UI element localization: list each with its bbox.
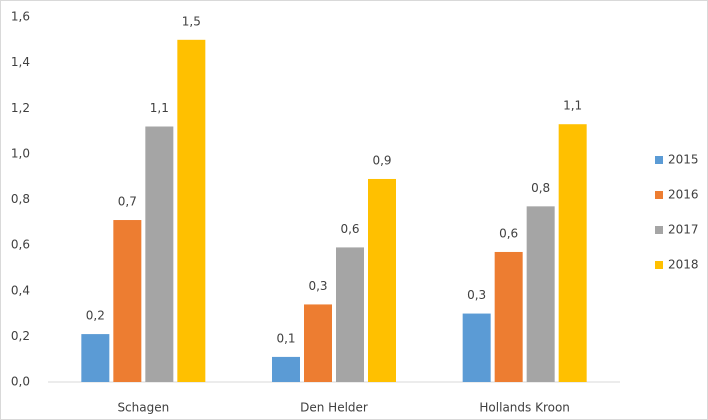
bar xyxy=(177,39,206,382)
bar xyxy=(336,247,364,382)
x-tick-label: Den Helder xyxy=(300,401,368,415)
data-label: 1,1 xyxy=(563,99,582,113)
y-tick-label: 1,2 xyxy=(11,101,30,115)
legend-swatch xyxy=(655,226,663,234)
legend-swatch xyxy=(655,156,663,164)
x-tick-label: Schagen xyxy=(117,401,169,415)
data-label: 0,8 xyxy=(531,181,550,195)
bar xyxy=(368,178,396,382)
y-tick-label: 0,0 xyxy=(11,375,30,389)
y-tick-label: 1,0 xyxy=(11,146,30,160)
bar xyxy=(145,126,174,382)
bar xyxy=(526,206,555,382)
data-label: 0,7 xyxy=(118,195,137,209)
bar xyxy=(304,304,332,382)
y-tick-label: 0,2 xyxy=(11,329,30,343)
data-label: 0,6 xyxy=(340,222,359,236)
legend-label: 2015 xyxy=(668,153,699,167)
legend-swatch xyxy=(655,261,663,269)
y-tick-label: 1,4 xyxy=(11,55,30,69)
data-label: 0,3 xyxy=(467,288,486,302)
legend-label: 2016 xyxy=(668,188,699,202)
data-label: 0,6 xyxy=(499,226,518,240)
data-label: 1,1 xyxy=(150,101,169,115)
bar xyxy=(558,124,587,382)
bar xyxy=(462,313,491,382)
data-label: 0,2 xyxy=(86,309,105,323)
bar xyxy=(494,251,523,382)
bar xyxy=(272,356,300,382)
data-label: 0,1 xyxy=(276,331,295,345)
legend-label: 2017 xyxy=(668,223,699,237)
bar xyxy=(81,334,110,382)
x-tick-label: Hollands Kroon xyxy=(479,401,570,415)
y-tick-label: 0,8 xyxy=(11,192,30,206)
data-label: 1,5 xyxy=(182,14,201,28)
y-tick-label: 1,6 xyxy=(11,10,30,24)
data-label: 0,9 xyxy=(372,153,391,167)
data-label: 0,3 xyxy=(308,279,327,293)
legend-swatch xyxy=(655,191,663,199)
y-tick-label: 0,6 xyxy=(11,238,30,252)
bar xyxy=(113,220,142,382)
legend-label: 2018 xyxy=(668,258,699,272)
y-tick-label: 0,4 xyxy=(11,283,30,297)
